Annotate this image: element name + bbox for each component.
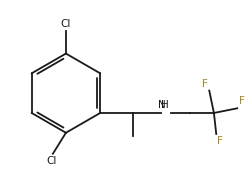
Text: F: F [216,136,222,146]
Text: N: N [158,100,165,110]
Text: Cl: Cl [60,19,71,29]
Text: H: H [161,100,168,110]
Text: Cl: Cl [47,156,57,166]
Text: F: F [202,79,207,89]
Text: F: F [238,96,244,106]
